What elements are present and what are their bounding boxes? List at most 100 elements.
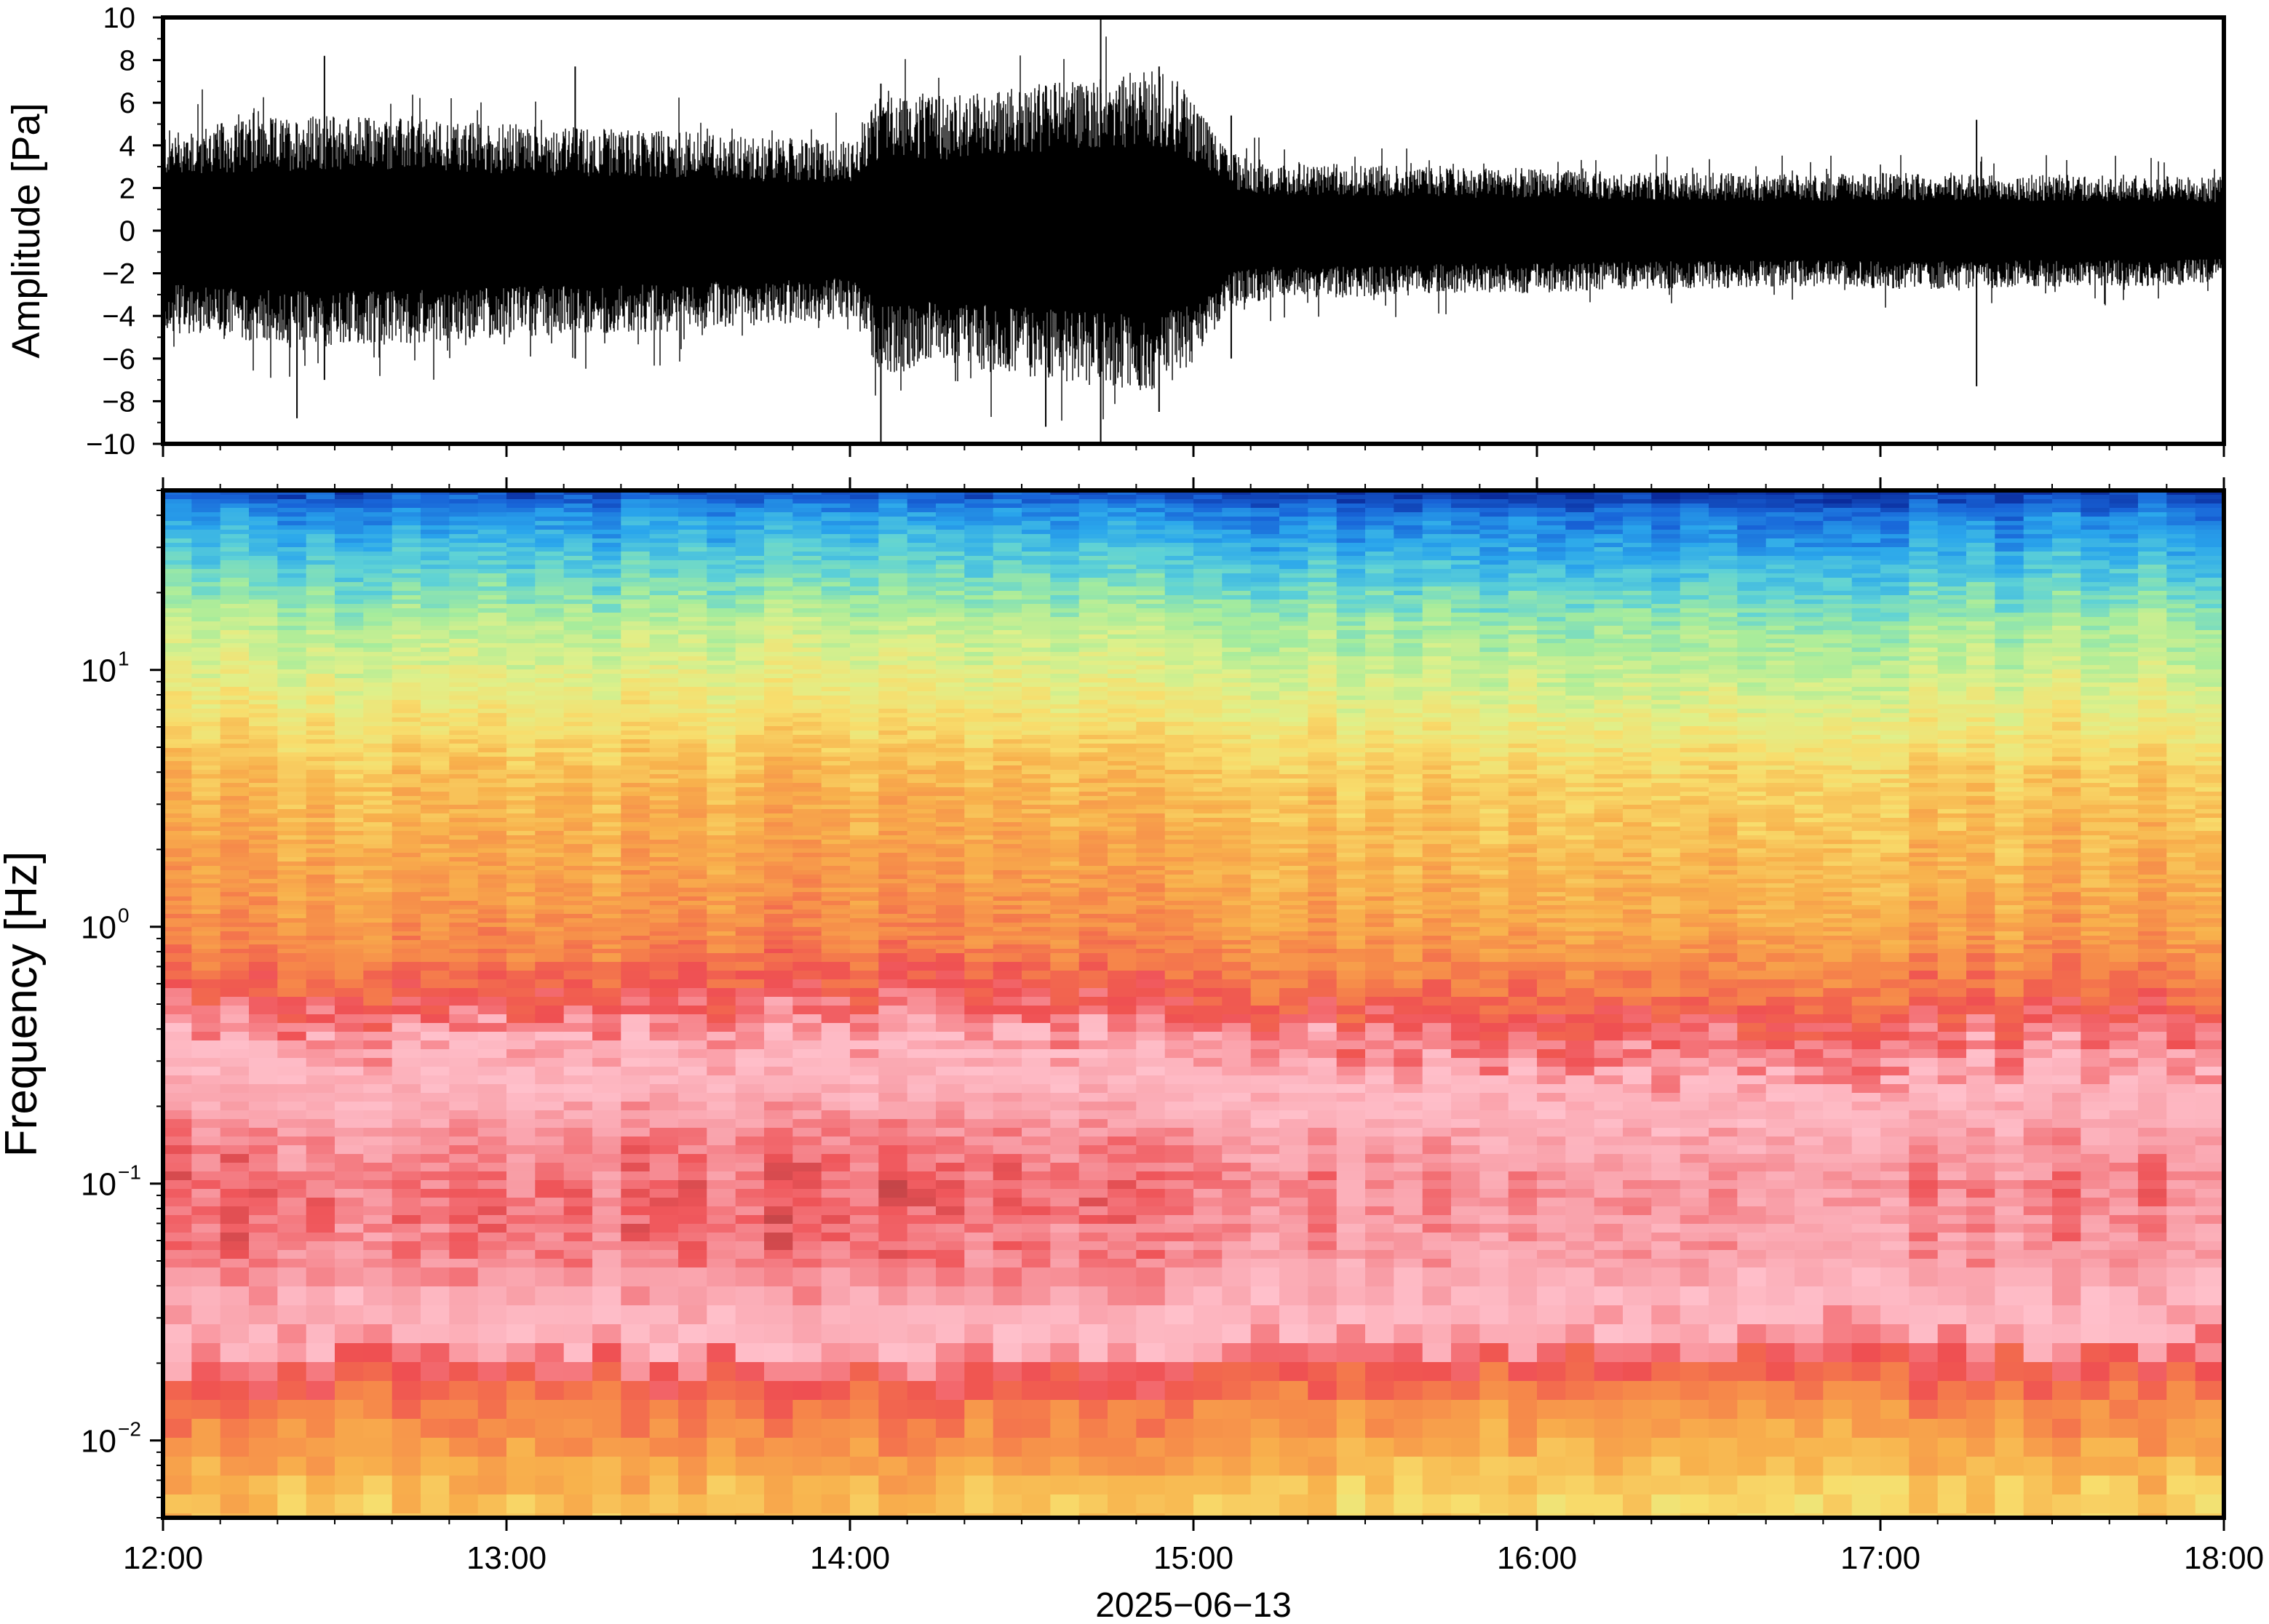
spectrogram-cell: [163, 813, 192, 819]
spectrogram-cell: [392, 499, 421, 504]
spectrogram-cell: [735, 1198, 765, 1207]
spectrogram-cell: [363, 1241, 393, 1251]
spectrogram-cell: [449, 669, 479, 674]
spectrogram-cell: [306, 988, 335, 998]
spectrogram-cell: [335, 669, 364, 674]
spectrogram-cell: [678, 988, 707, 998]
spectrogram-cell: [649, 1075, 679, 1085]
spectrogram-cell: [363, 726, 393, 731]
spectrogram-cell: [678, 1438, 707, 1457]
spectrogram-cell: [191, 634, 221, 640]
spectrogram-cell: [277, 988, 307, 998]
spectrogram-cell: [220, 560, 250, 565]
spectrogram-cell: [850, 1259, 879, 1268]
spectrogram-cell: [592, 765, 621, 771]
spectrogram-cell: [936, 1119, 965, 1129]
spectrogram-cell: [707, 892, 736, 897]
spectrogram-cell: [821, 1224, 851, 1233]
spectrogram-cell: [707, 1215, 736, 1225]
spectrogram-cell: [277, 822, 307, 827]
spectrogram-cell: [735, 988, 765, 998]
spectrogram-cell: [163, 949, 192, 954]
spectrogram-cell: [535, 512, 565, 517]
spectrogram-cell: [421, 944, 450, 950]
spectrogram-cell: [535, 866, 565, 871]
spectrogram-cell: [678, 608, 707, 613]
spectrogram-cell: [1050, 713, 1080, 718]
spectrogram-cell: [535, 530, 565, 535]
spectrogram-cell: [277, 1438, 307, 1457]
spectrogram-cell: [735, 665, 765, 670]
spectrogram-cell: [993, 530, 1022, 535]
spectrogram-cell: [649, 1137, 679, 1146]
spectrogram-cell: [907, 844, 937, 849]
spectrogram-cell: [878, 586, 908, 592]
spectrogram-cell: [506, 656, 536, 661]
spectrogram-cell: [792, 800, 822, 805]
spectrogram-cell: [735, 495, 765, 500]
spectrogram-cell: [421, 1241, 450, 1251]
spectrogram-cell: [735, 556, 765, 561]
spectrogram-cell: [306, 861, 335, 867]
spectrogram-cell: [277, 940, 307, 945]
spectrogram-cell: [964, 573, 994, 578]
spectrogram-cell: [477, 560, 507, 565]
spectrogram-cell: [277, 678, 307, 683]
spectrogram-cell: [249, 582, 278, 587]
spectrogram-cell: [392, 1014, 421, 1024]
spectrogram-cell: [735, 752, 765, 757]
spectrogram-cell: [878, 1049, 908, 1059]
spectrogram-cell: [335, 578, 364, 583]
spectrogram-cell: [821, 870, 851, 875]
spectrogram-cell: [621, 1259, 651, 1268]
spectrogram-cell: [477, 704, 507, 709]
spectrogram-cell: [363, 560, 393, 565]
spectrogram-cell: [335, 696, 364, 701]
spectrogram-cell: [621, 857, 651, 862]
spectrogram-cell: [506, 652, 536, 657]
spectrogram-cell: [191, 739, 221, 744]
spectrogram-cell: [191, 613, 221, 618]
spectrogram-cell: [163, 508, 192, 513]
spectrogram-cell: [363, 827, 393, 832]
spectrogram-cell: [477, 1075, 507, 1085]
spectrogram-cell: [477, 840, 507, 845]
spectrogram-cell: [735, 1032, 765, 1041]
spectrogram-cell: [392, 709, 421, 714]
spectrogram-cell: [306, 1206, 335, 1216]
spectrogram-cell: [563, 1006, 593, 1015]
spectrogram-cell: [649, 1163, 679, 1172]
spectrogram-cell: [1022, 538, 1051, 544]
spectrogram-cell: [792, 709, 822, 714]
spectrogram-cell: [163, 892, 192, 897]
spectrogram-cell: [707, 704, 736, 709]
spectrogram-cell: [449, 779, 479, 784]
spectrogram-cell: [535, 674, 565, 679]
spectrogram-cell: [449, 923, 479, 928]
spectrogram-cell: [1022, 905, 1051, 910]
spectrogram-cell: [449, 1163, 479, 1172]
spectrogram-cell: [535, 870, 565, 875]
spectrogram-cell: [936, 713, 965, 718]
spectrogram-cell: [792, 1110, 822, 1120]
spectrogram-cell: [964, 813, 994, 819]
spectrogram-cell: [592, 652, 621, 657]
spectrogram-cell: [306, 687, 335, 692]
spectrogram-cell: [1050, 669, 1080, 674]
spectrogram-cell: [506, 853, 536, 858]
spectrogram-cell: [220, 1324, 250, 1344]
spectrogram-cell: [363, 1093, 393, 1102]
spectrogram-cell: [678, 669, 707, 674]
spectrogram-cell: [563, 1102, 593, 1111]
spectrogram-cell: [707, 669, 736, 674]
spectrogram-cell: [220, 835, 250, 840]
spectrogram-cell: [563, 717, 593, 723]
spectrogram-cell: [191, 997, 221, 1006]
spectrogram-cell: [335, 1163, 364, 1172]
spectrogram-cell: [907, 621, 937, 626]
spectrogram-cell: [191, 1438, 221, 1457]
spectrogram-cell: [306, 1006, 335, 1015]
spectrogram-cell: [335, 835, 364, 840]
spectrogram-cell: [936, 1250, 965, 1259]
spectrogram-cell: [907, 682, 937, 688]
